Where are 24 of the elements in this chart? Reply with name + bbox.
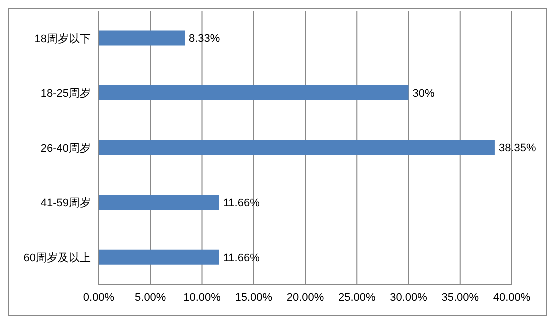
y-tick-label: 60周岁及以上	[24, 252, 91, 265]
x-tick-label: 35.00%	[442, 292, 480, 304]
data-label: 11.66%	[223, 198, 260, 210]
y-tick-label: 18周岁以下	[34, 32, 91, 46]
data-label: 30%	[412, 88, 435, 100]
x-tick-label: 20.00%	[286, 292, 324, 304]
y-tick-label: 41-59周岁	[40, 198, 91, 210]
bar	[99, 86, 409, 101]
x-tick-label: 10.00%	[184, 292, 222, 304]
data-label: 8.33%	[189, 33, 220, 46]
x-tick-label: 25.00%	[338, 292, 376, 304]
x-tick-label: 15.00%	[235, 292, 273, 304]
data-label: 11.66%	[223, 252, 260, 264]
bar	[99, 140, 495, 156]
x-tick-label: 0.00%	[83, 292, 115, 304]
x-tick-label: 5.00%	[135, 292, 166, 304]
data-label: 38.35%	[498, 142, 536, 155]
x-tick-label: 40.00%	[493, 292, 531, 304]
x-tick-label: 30.00%	[390, 292, 428, 304]
y-tick-label: 26-40周岁	[40, 142, 91, 155]
y-tick-label: 18-25周岁	[40, 88, 91, 100]
bar	[99, 30, 186, 46]
bar	[99, 195, 220, 210]
bar	[99, 250, 220, 265]
